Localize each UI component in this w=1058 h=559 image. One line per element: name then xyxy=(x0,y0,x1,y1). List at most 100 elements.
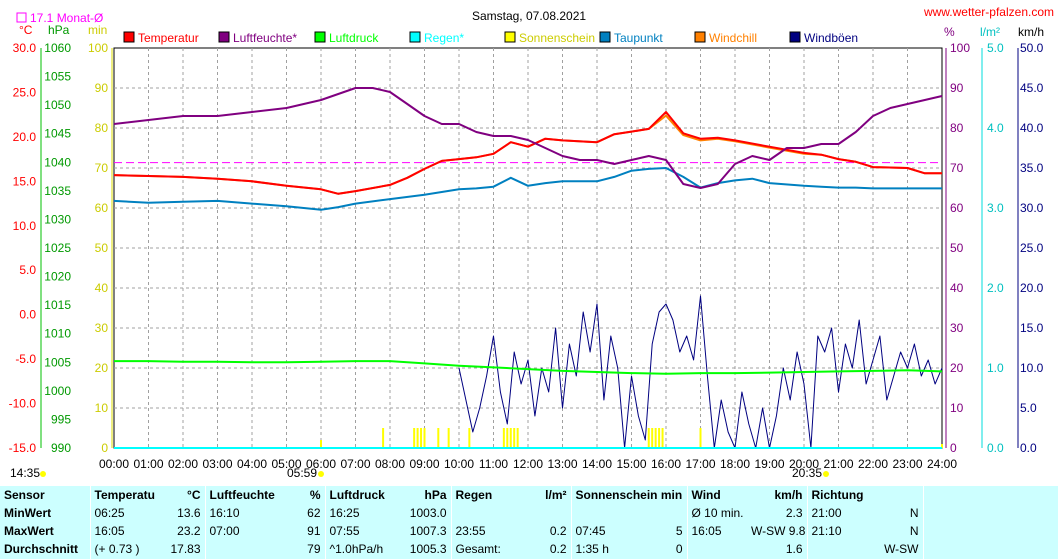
sunshine-bar xyxy=(502,428,505,448)
stats-header-sun: Sonnenschein min xyxy=(570,486,687,505)
stats-rain-time xyxy=(450,504,521,523)
stats-label: Durchschnitt xyxy=(4,542,79,557)
x-tick-label: 06:00 xyxy=(306,457,336,471)
humidity-unit-label: % xyxy=(944,25,955,39)
stats-press-time: 07:55 xyxy=(324,522,405,541)
x-tick-label: 10:00 xyxy=(444,457,474,471)
stats-sun: 0 xyxy=(675,542,683,557)
sunshine-bar xyxy=(661,428,664,448)
x-tick-label: 16:00 xyxy=(651,457,681,471)
stats-label: MinWert xyxy=(4,505,52,520)
humidity-tick-label: 30 xyxy=(950,321,964,335)
legend-swatch xyxy=(409,31,421,43)
stats-press: 1005.3 xyxy=(409,542,447,557)
temperature-tick-label: 25.0 xyxy=(13,85,37,99)
sunshine-bar xyxy=(651,428,654,448)
pressure-tick-label: 1060 xyxy=(44,41,71,55)
rain-tick-label: 2.0 xyxy=(987,281,1004,295)
sunshine-bar xyxy=(382,428,385,448)
temperature-unit-label: °C xyxy=(19,23,33,37)
sunshine-tick-label: 100 xyxy=(88,41,108,55)
stats-header-press-unit: hPa xyxy=(424,487,447,502)
stats-dir: N xyxy=(909,505,919,520)
wind-tick-label: 25.0 xyxy=(1020,241,1044,255)
stats-header-hum: Luftfeuchte xyxy=(204,486,275,505)
series-luftfeuchte-line xyxy=(113,87,943,189)
humidity-tick-label: 40 xyxy=(950,281,964,295)
sunshine-bar xyxy=(513,428,516,448)
temperature-tick-label: -15.0 xyxy=(9,441,37,455)
x-tick-label: 22:00 xyxy=(858,457,888,471)
x-tick-label: 05:00 xyxy=(271,457,301,471)
pressure-tick-label: 1035 xyxy=(44,184,71,198)
stats-rain xyxy=(521,504,571,522)
stats-header-row: Sensor Temperatur °C Luftfeuchte % Luftd… xyxy=(0,486,1058,505)
legend-swatch xyxy=(123,31,135,43)
series-luftdruck-line xyxy=(114,360,943,375)
stats-dir: W-SW xyxy=(884,542,919,557)
rain-tick-label: 4.0 xyxy=(987,121,1004,135)
pressure-tick-label: 1005 xyxy=(44,355,71,369)
pressure-tick-label: 1030 xyxy=(44,212,71,226)
sunshine-tick-label: 10 xyxy=(95,401,109,415)
sunrise-icon xyxy=(318,471,324,477)
sunshine-bar xyxy=(320,440,322,448)
legend-label: Sonnenschein xyxy=(519,31,595,45)
stats-table: Sensor Temperatur °C Luftfeuchte % Luftd… xyxy=(0,486,1058,559)
stats-hum: 62 xyxy=(307,505,321,520)
stats-header-wind: Wind xyxy=(686,486,747,505)
pressure-tick-label: 1055 xyxy=(44,70,71,84)
x-tick-label: 17:00 xyxy=(685,457,715,471)
legend-label: Taupunkt xyxy=(614,31,663,45)
stats-sun xyxy=(641,504,687,522)
x-tick-label: 07:00 xyxy=(340,457,370,471)
stats-header-press: Luftdruck xyxy=(324,486,405,505)
sunshine-bar xyxy=(647,428,650,448)
wind-tick-label: 0.0 xyxy=(1020,441,1037,455)
sunshine-bar xyxy=(423,428,426,448)
chart-title: Samstag, 07.08.2021 xyxy=(472,9,586,23)
stats-spacer xyxy=(922,504,1058,523)
stats-header-temp-unit: °C xyxy=(187,487,201,502)
stats-header-rain-unit: l/m² xyxy=(545,487,567,502)
stats-row-min: MinWert 06:25 13.6 16:10 62 16:25 1003.0… xyxy=(0,504,1058,523)
stats-label: MaxWert xyxy=(4,524,54,539)
x-tick-label: 09:00 xyxy=(409,457,439,471)
stats-wind-time xyxy=(686,540,747,559)
stats-spacer xyxy=(922,486,1058,505)
sunset-label: 20:35 xyxy=(792,466,822,480)
x-tick-label: 13:00 xyxy=(547,457,577,471)
series-windboeen-line xyxy=(458,295,943,449)
rain-tick-label: 1.0 xyxy=(987,361,1004,375)
pressure-tick-label: 1025 xyxy=(44,241,71,255)
pressure-unit-label: hPa xyxy=(48,23,70,37)
pressure-tick-label: 1010 xyxy=(44,327,71,341)
series-taupunkt-line xyxy=(113,167,942,211)
pressure-tick-label: 990 xyxy=(51,441,71,455)
pressure-tick-label: 1040 xyxy=(44,155,71,169)
stats-header-dir: Richtung xyxy=(806,486,923,505)
x-tick-label: 08:00 xyxy=(375,457,405,471)
stats-spacer xyxy=(922,522,1058,541)
wind-tick-label: 35.0 xyxy=(1020,161,1044,175)
stats-hum-time: 07:00 xyxy=(204,522,275,541)
wind-tick-label: 5.0 xyxy=(1020,401,1037,415)
stats-temp: 17.83 xyxy=(170,542,201,557)
temperature-tick-label: -10.0 xyxy=(9,397,37,411)
x-tick-label: 01:00 xyxy=(133,457,163,471)
stats-header-wind-unit: km/h xyxy=(774,487,803,502)
sunshine-tick-label: 30 xyxy=(95,321,109,335)
wind-tick-label: 50.0 xyxy=(1020,41,1044,55)
sunshine-bar xyxy=(416,428,419,448)
sunshine-tick-label: 70 xyxy=(95,161,109,175)
pressure-tick-label: 1050 xyxy=(44,98,71,112)
sunshine-bar xyxy=(437,428,440,448)
stats-header-temp: Temperatur xyxy=(89,486,155,505)
stats-press-time: ^1.0hPa/h xyxy=(324,540,405,559)
sunshine-bar xyxy=(516,428,519,448)
stats-temp: 13.6 xyxy=(177,505,201,520)
stats-dir: N xyxy=(909,524,919,539)
current-time-label: 14:35 xyxy=(10,466,40,480)
x-tick-label: 00:00 xyxy=(99,457,129,471)
stats-temp-time: 06:25 xyxy=(89,504,155,523)
